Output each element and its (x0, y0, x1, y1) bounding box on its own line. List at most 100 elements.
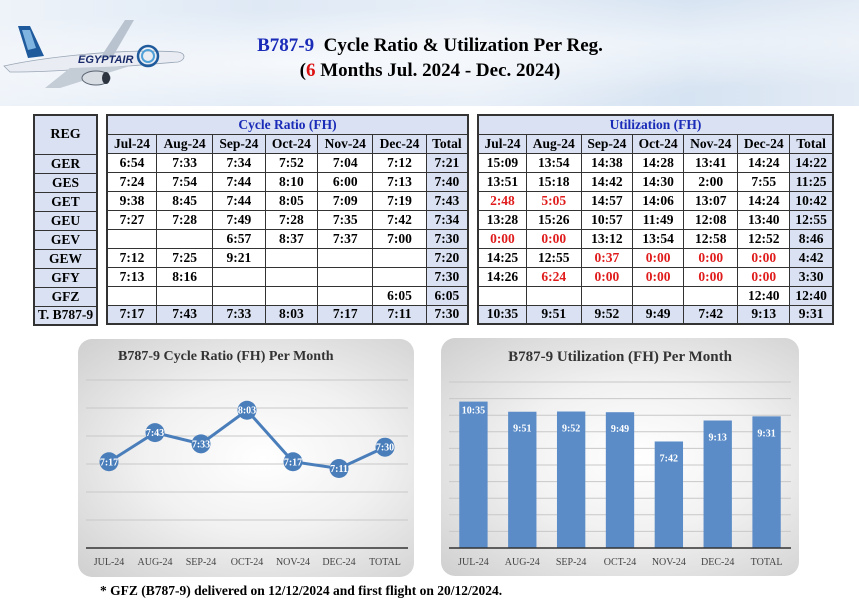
utilization-row: 0:00 0:00 13:12 13:54 12:58 12:52 8:46 (477, 228, 834, 249)
cycle-ratio-cell: 7:25 (156, 247, 214, 268)
x-tick-label: SEP-24 (186, 557, 217, 568)
cycle-ratio-total-cell: 6:05 (425, 285, 469, 306)
utilization-cell: 14:57 (580, 190, 634, 211)
cycle-ratio-cell: 8:03 (264, 304, 319, 325)
cycle-ratio-total-cell: 7:21 (425, 152, 469, 173)
cycle-ratio-col-header: Nov-24 (317, 133, 374, 154)
utilization-cell: 14:28 (631, 152, 685, 173)
cycle-ratio-cell: 7:04 (317, 152, 374, 173)
cycle-ratio-cell: 7:13 (372, 171, 427, 192)
utilization-cell: 0:00 (580, 266, 634, 287)
cycle-ratio-row: 6:54 7:33 7:34 7:52 7:04 7:12 7:21 (106, 152, 469, 173)
utilization-col-header: Sep-24 (580, 133, 634, 154)
utilization-cell: 12:40 (737, 285, 791, 306)
x-tick-label: SEP-24 (556, 557, 587, 568)
utilization-total-cell: 10:42 (789, 190, 834, 211)
cycle-ratio-cell (372, 266, 427, 287)
reg-cell: GEU (33, 210, 98, 231)
cycle-ratio-cell: 6:57 (212, 228, 266, 249)
reg-cell: GET (33, 191, 98, 212)
utilization-col-header: Dec-24 (737, 133, 791, 154)
reg-row: GET (33, 191, 98, 212)
utilization-row: 2:48 5:05 14:57 14:06 13:07 14:24 10:42 (477, 190, 834, 211)
utilization-cell: 13:28 (477, 209, 527, 230)
data-label: 7:43 (146, 428, 164, 439)
utilization-cell: 12:52 (737, 228, 791, 249)
cycle-ratio-cell: 7:37 (317, 228, 374, 249)
utilization-cell: 5:05 (525, 190, 582, 211)
cycle-ratio-row: 7:12 7:25 9:21 7:20 (106, 247, 469, 268)
utilization-cell: 6:24 (525, 266, 582, 287)
cycle-ratio-cell: 7:33 (156, 152, 214, 173)
cycle-ratio-cell: 7:24 (106, 171, 158, 192)
utilization-cell (631, 285, 685, 306)
x-tick-label: NOV-24 (652, 557, 686, 568)
cycle-ratio-cell: 7:17 (106, 304, 158, 325)
cycle-ratio-cell (156, 228, 214, 249)
utilization-title: Utilization (FH) (477, 114, 834, 135)
cycle-ratio-col-header: Dec-24 (372, 133, 427, 154)
utilization-cell (580, 285, 634, 306)
utilization-chart-title: B787-9 Utilization (FH) Per Month (508, 349, 732, 365)
cycle-ratio-cell: 9:21 (212, 247, 266, 268)
utilization-total-cell: 3:30 (789, 266, 834, 287)
utilization-cell: 9:52 (580, 304, 634, 325)
bar (556, 411, 586, 548)
cycle-ratio-cell (264, 247, 319, 268)
cycle-ratio-total-cell: 7:20 (425, 247, 469, 268)
reg-row: GEV (33, 229, 98, 250)
cycle-ratio-cell: 9:38 (106, 190, 158, 211)
utilization-cell: 0:00 (737, 247, 791, 268)
data-label: 7:17 (284, 457, 302, 468)
utilization-cell: 14:24 (737, 152, 791, 173)
utilization-row: 13:51 15:18 14:42 14:30 2:00 7:55 11:25 (477, 171, 834, 192)
bar (508, 411, 537, 548)
utilization-col-header: Nov-24 (683, 133, 739, 154)
data-label: 7:33 (192, 439, 210, 450)
cycle-ratio-total-cell: 7:30 (425, 304, 469, 325)
utilization-total-cell: 4:42 (789, 247, 834, 268)
utilization-cell: 0:00 (737, 266, 791, 287)
utilization-cell: 12:58 (683, 228, 739, 249)
x-tick-label: AUG-24 (138, 557, 173, 568)
data-label: 7:30 (376, 443, 394, 454)
cycle-ratio-total-cell: 7:34 (425, 209, 469, 230)
x-tick-label: JUL-24 (94, 557, 125, 568)
reg-cell: GER (33, 153, 98, 174)
utilization-cell: 12:08 (683, 209, 739, 230)
cycle-ratio-cell (106, 285, 158, 306)
cycle-ratio-cell: 7:43 (156, 304, 214, 325)
bar (654, 441, 684, 548)
utilization-total-cell: 12:55 (789, 209, 834, 230)
utilization-cell: 13:54 (525, 152, 582, 173)
utilization-cell: 0:37 (580, 247, 634, 268)
utilization-cell: 13:07 (683, 190, 739, 211)
data-point (237, 400, 257, 420)
subtitle-paren: ( (299, 60, 306, 81)
utilization-col-header: Jul-24 (477, 133, 527, 154)
reg-row: GES (33, 172, 98, 193)
cycle-ratio-row: 7:17 7:43 7:33 8:03 7:17 7:11 7:30 (106, 304, 469, 325)
data-label: 10:35 (462, 406, 485, 417)
egyptair-airplane-logo: EGYPTAIR (3, 20, 185, 88)
cycle-ratio-chart-plot: 7:17 JUL-24 7:43 AUG-24 7:33 SEP-24 8:03 OCT-24… (86, 379, 408, 568)
reg-row: GER (33, 153, 98, 174)
cycle-ratio-total-cell: 7:43 (425, 190, 469, 211)
reg-row: GFZ (33, 286, 98, 307)
cycle-ratio-cell: 8:05 (264, 190, 319, 211)
data-label: 9:51 (513, 424, 531, 435)
utilization-row: 14:25 12:55 0:37 0:00 0:00 0:00 4:42 (477, 247, 834, 268)
title-text: Cycle Ratio & Utilization Per Reg. (323, 35, 603, 56)
x-tick-label: AUG-24 (505, 557, 540, 568)
utilization-cell (477, 285, 527, 306)
cycle-ratio-row: 7:13 8:16 7:30 (106, 266, 469, 287)
cycle-ratio-cell: 7:35 (317, 209, 374, 230)
cycle-ratio-cell: 7:28 (264, 209, 319, 230)
utilization-row: 15:09 13:54 14:38 14:28 13:41 14:24 14:22 (477, 152, 834, 173)
cycle-ratio-cell: 7:33 (212, 304, 266, 325)
cycle-ratio-cell: 7:52 (264, 152, 319, 173)
cycle-ratio-cell: 7:13 (106, 266, 158, 287)
utilization-cell: 15:26 (525, 209, 582, 230)
cycle-ratio-row: 9:38 8:45 7:44 8:05 7:09 7:19 7:43 (106, 190, 469, 211)
cycle-ratio-cell (156, 285, 214, 306)
